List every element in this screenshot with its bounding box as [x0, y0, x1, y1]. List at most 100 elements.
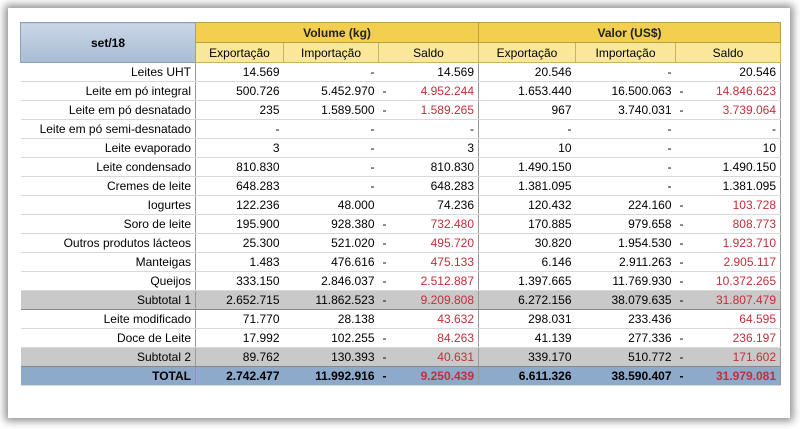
cell: -: [575, 176, 676, 196]
cell: 1.483: [195, 252, 284, 272]
cell: - 808.773: [675, 214, 781, 234]
cell: - 2.512.887: [378, 271, 479, 291]
sign: -: [382, 331, 387, 345]
cell: 235: [195, 100, 284, 120]
table-row: Manteigas 1.483 476.616-475.133 6.146 2.911.…: [20, 252, 781, 272]
cell: 170.885: [478, 214, 576, 234]
value: 2.512.887: [420, 274, 474, 288]
cell: - 31.807.479: [675, 290, 781, 310]
value-wrap: - 1.923.710: [680, 236, 777, 250]
value: 14.846.623: [715, 84, 776, 98]
cell: 224.160: [575, 195, 676, 215]
row-label: Subtotal 2: [20, 347, 196, 367]
value-wrap: - 808.773: [680, 217, 777, 231]
table-row: Leite em pó desnatado 235 1.589.500-1.589.…: [20, 100, 781, 120]
cell: -: [478, 119, 576, 139]
cell: - 10.372.265: [675, 271, 781, 291]
cell: -: [575, 138, 676, 158]
value: 171.602: [732, 350, 776, 364]
cell: 1.954.530: [575, 233, 676, 253]
value-wrap: - 84.263: [383, 331, 475, 345]
cell: 2.846.037: [283, 271, 379, 291]
cell: -: [378, 119, 479, 139]
value-wrap: - 732.480: [383, 217, 475, 231]
sign: -: [679, 331, 684, 345]
value-wrap: - 31.979.081: [680, 369, 777, 383]
row-label: Manteigas: [20, 252, 196, 272]
cell: -: [283, 176, 379, 196]
table-row: Doce de Leite 17.992 102.255-84.263 41.139 2…: [20, 328, 781, 348]
cell: 17.992: [195, 328, 284, 348]
cell: 1.381.095: [478, 176, 576, 196]
cell: 339.170: [478, 347, 576, 367]
cell: - 495.720: [378, 233, 479, 253]
value-wrap: - 10.372.265: [680, 274, 777, 288]
cell: 11.769.930: [575, 271, 676, 291]
sign: -: [382, 84, 387, 98]
cell: - 84.263: [378, 328, 479, 348]
value-wrap: - 9.250.439: [383, 369, 475, 383]
value-wrap: - 2.512.887: [383, 274, 475, 288]
table-row: Outros produtos lácteos 25.300 521.020-495…: [20, 233, 781, 253]
row-label: Queijos: [20, 271, 196, 291]
cell: 14.569: [195, 62, 284, 82]
cell: 10: [478, 138, 576, 158]
cell: 122.236: [195, 195, 284, 215]
value: 495.720: [430, 236, 474, 250]
cell: 521.020: [283, 233, 379, 253]
cell: - 31.979.081: [675, 366, 781, 386]
cell: - 103.728: [675, 195, 781, 215]
cell: 2.911.263: [575, 252, 676, 272]
cell: 120.432: [478, 195, 576, 215]
cell: 74.236: [378, 195, 479, 215]
table-row: Leite condensado 810.830-810.830 1.490.150…: [20, 157, 781, 177]
cell: 500.726: [195, 81, 284, 101]
row-label: Leite em pó integral: [20, 81, 196, 101]
row-label: Subtotal 1: [20, 290, 196, 310]
row-label: Leite em pó desnatado: [20, 100, 196, 120]
cell: 1.589.500: [283, 100, 379, 120]
row-label: Leite condensado: [20, 157, 196, 177]
value: 40.631: [437, 350, 474, 364]
row-label: Cremes de leite: [20, 176, 196, 196]
sign: -: [382, 350, 387, 364]
value-wrap: 64.595: [680, 312, 776, 326]
value-wrap: - 14.846.623: [680, 84, 777, 98]
cell: 810.830: [378, 157, 479, 177]
cell: 20.546: [675, 62, 781, 82]
cell: 5.452.970: [283, 81, 379, 101]
sign: -: [679, 274, 684, 288]
value-wrap: - 171.602: [680, 350, 777, 364]
sign: -: [382, 217, 387, 231]
value-wrap: - 3.739.064: [680, 103, 777, 117]
table-row: Leite modificado 71.770 28.138 43.632 298.03…: [20, 309, 781, 329]
sign: -: [382, 274, 387, 288]
cell: 41.139: [478, 328, 576, 348]
value: 10.372.265: [715, 274, 776, 288]
row-label: Soro de leite: [20, 214, 196, 234]
value: 1.923.710: [722, 236, 776, 250]
cell: 11.862.523: [283, 290, 379, 310]
table-row: TOTAL 2.742.477 11.992.916-9.250.439 6.611.…: [20, 366, 781, 386]
row-label: Doce de Leite: [20, 328, 196, 348]
value-wrap: - 475.133: [383, 255, 475, 269]
cell: 277.336: [575, 328, 676, 348]
cell: 1.397.665: [478, 271, 576, 291]
cell: 10: [675, 138, 781, 158]
cell: 38.079.635: [575, 290, 676, 310]
table-row: Leites UHT 14.569-14.569 20.546-20.546: [20, 62, 781, 82]
column-header: Saldo: [378, 42, 479, 63]
table-row: Iogurtes 122.236 48.000 74.236 120.432 224.16…: [20, 195, 781, 215]
sign: -: [679, 103, 684, 117]
table-row: Leite em pó semi-desnatado - - - - - -: [20, 119, 781, 139]
cell: - 40.631: [378, 347, 479, 367]
cell: 38.590.407: [575, 366, 676, 386]
value: 84.263: [437, 331, 474, 345]
value-wrap: - 103.728: [680, 198, 777, 212]
cell: 1.490.150: [478, 157, 576, 177]
cell: 2.742.477: [195, 366, 284, 386]
row-label: Leite em pó semi-desnatado: [20, 119, 196, 139]
value: 4.952.244: [420, 84, 474, 98]
table-row: Subtotal 2 89.762 130.393-40.631 339.170 510…: [20, 347, 781, 367]
cell: 648.283: [195, 176, 284, 196]
